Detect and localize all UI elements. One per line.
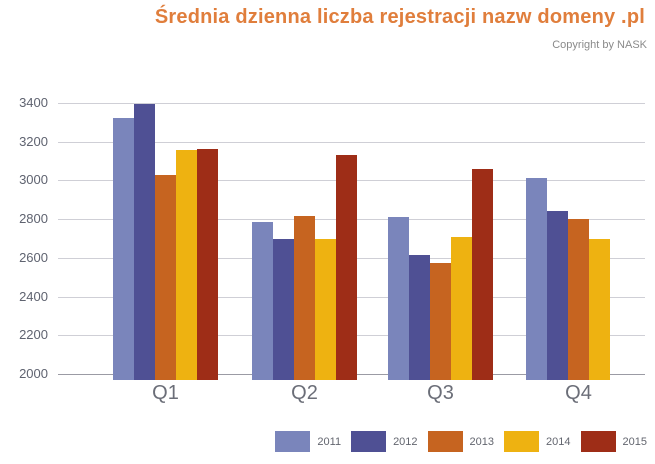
bar-2011-q2: [252, 222, 273, 380]
gridline-3400: [58, 103, 645, 104]
bar-2014-q1: [176, 150, 197, 380]
bar-2013-q4: [568, 219, 589, 380]
bar-2012-q1: [134, 103, 155, 380]
legend-swatch-2014: [504, 431, 540, 452]
legend-item-2013: 2013: [427, 431, 495, 452]
bar-2015-q1: [197, 149, 218, 380]
y-tick-label-2200: 2200: [19, 327, 48, 343]
bar-2013-q3: [430, 262, 451, 380]
plot-area: [58, 103, 645, 380]
legend-label-2015: 2015: [622, 435, 647, 448]
x-tick-label-q1: Q1: [152, 382, 179, 404]
copyright-note: Copyright by NASK: [552, 39, 647, 51]
legend-item-2014: 2014: [504, 431, 571, 452]
y-tick-label-3200: 3200: [19, 133, 48, 149]
bar-2013-q2: [294, 216, 315, 380]
bar-2012-q4: [547, 211, 568, 380]
legend-label-2013: 2013: [469, 435, 495, 448]
y-tick-label-2800: 2800: [19, 211, 48, 227]
legend-swatch-2012: [351, 431, 387, 452]
bar-2012-q3: [409, 254, 430, 380]
y-tick-label-2600: 2600: [19, 249, 48, 265]
legend: 2011 2012 2013 2014 2015: [0, 431, 647, 452]
bar-2014-q4: [589, 238, 610, 380]
bar-group-q3: [388, 168, 493, 380]
bar-2013-q1: [155, 174, 176, 380]
bar-2014-q2: [315, 238, 336, 380]
bar-2014-q3: [451, 236, 472, 380]
gridline-3200: [58, 141, 645, 143]
bar-2015-q2: [336, 155, 357, 380]
bar-group-q1: [113, 103, 218, 380]
legend-item-2011: 2011: [275, 431, 341, 452]
chart-title: Średnia dzienna liczba rejestracji nazw …: [154, 6, 645, 28]
legend-label-2011: 2011: [317, 435, 342, 448]
y-axis: 3400 3200 3000 2800 2600 2400 2200 2000: [0, 95, 48, 381]
bar-2012-q2: [273, 238, 294, 380]
bar-group-q4: [526, 177, 610, 380]
bar-2011-q3: [388, 217, 409, 380]
legend-label-2014: 2014: [546, 435, 571, 448]
legend-label-2012: 2012: [393, 435, 418, 448]
x-tick-label-q4: Q4: [565, 382, 592, 404]
bar-group-q2: [252, 155, 357, 380]
y-tick-label-2000: 2000: [19, 366, 48, 381]
legend-item-2015: 2015: [580, 431, 647, 452]
y-tick-label-2400: 2400: [19, 288, 48, 304]
bar-2011-q4: [526, 177, 547, 380]
bar-2011-q1: [113, 117, 134, 380]
legend-swatch-2015: [580, 431, 616, 452]
legend-item-2012: 2012: [351, 431, 418, 452]
y-tick-label-3000: 3000: [19, 172, 48, 188]
x-tick-label-q3: Q3: [427, 382, 454, 404]
bar-2015-q3: [472, 168, 493, 380]
x-tick-label-q2: Q2: [291, 382, 318, 404]
legend-swatch-2011: [275, 431, 311, 452]
legend-swatch-2013: [427, 431, 463, 452]
y-tick-label-3400: 3400: [19, 95, 48, 110]
